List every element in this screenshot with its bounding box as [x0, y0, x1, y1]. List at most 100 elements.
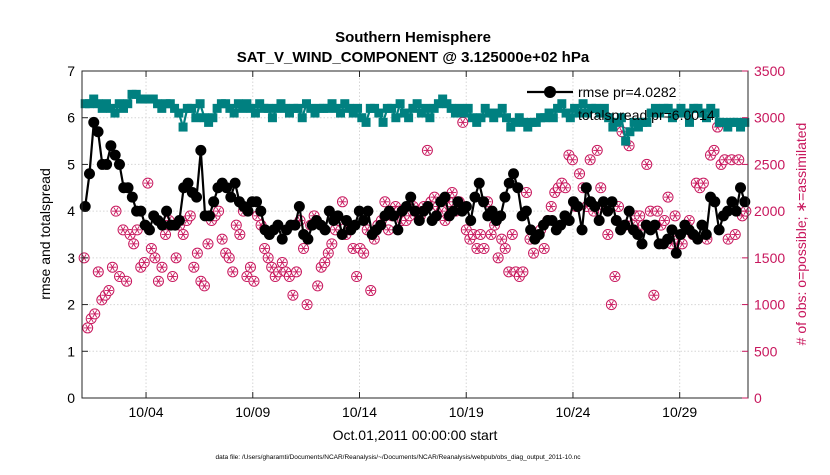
- obs-asterisk: [725, 235, 731, 243]
- obs-asterisk: [325, 249, 331, 257]
- obs-point: [496, 233, 508, 245]
- rmse-point: [83, 168, 95, 180]
- obs-asterisk: [350, 244, 356, 253]
- obs-point: [82, 322, 94, 334]
- rmse-point: [122, 182, 134, 194]
- obs-point: [216, 233, 228, 245]
- obs-asterisk: [329, 240, 335, 248]
- obs-asterisk: [163, 230, 168, 239]
- totalspread-point: [387, 103, 397, 113]
- y-axis-right-label: # of obs: o=possible; ∗=assimilated: [793, 123, 809, 346]
- obs-asterisk: [265, 254, 271, 262]
- totalspread-point: [340, 99, 350, 109]
- obs-asterisk: [570, 156, 575, 164]
- rmse-point: [422, 200, 434, 212]
- obs-point: [227, 266, 239, 278]
- obs-asterisk: [120, 226, 126, 234]
- rmse-point: [452, 196, 464, 208]
- totalspread-point: [429, 103, 439, 113]
- totalspread-point: [472, 117, 482, 127]
- obs-asterisk: [124, 277, 129, 285]
- obs-point: [708, 144, 720, 156]
- totalspread-point: [531, 117, 541, 127]
- obs-asterisk: [541, 244, 547, 253]
- obs-point: [202, 238, 214, 250]
- totalspread-point: [629, 117, 639, 127]
- y-axis-left-label: rmse and totalspread: [37, 168, 53, 300]
- totalspread-point: [246, 103, 256, 113]
- totalspread-point: [442, 99, 452, 109]
- totalspread-point: [476, 113, 486, 123]
- rmse-point: [546, 214, 558, 226]
- totalspread-point: [272, 103, 282, 113]
- obs-asterisk: [655, 207, 660, 215]
- obs-point: [149, 252, 161, 264]
- obs-point: [421, 144, 433, 156]
- totalspread-point: [250, 108, 260, 118]
- obs-asterisk: [382, 198, 388, 206]
- rmse-point: [726, 196, 738, 208]
- obs-point: [574, 168, 586, 180]
- obs-point: [230, 219, 242, 231]
- obs-asterisk: [276, 268, 282, 276]
- totalspread-point: [438, 94, 448, 104]
- totalspread-point: [412, 99, 422, 109]
- obs-asterisk: [216, 207, 221, 215]
- x-tick-label: 10/04: [129, 404, 164, 420]
- obs-point: [170, 252, 182, 264]
- obs-asterisk: [117, 272, 122, 281]
- rmse-point: [392, 224, 404, 236]
- totalspread-point: [263, 103, 273, 113]
- obs-asterisk: [251, 277, 257, 285]
- obs-asterisk: [202, 282, 207, 290]
- totalspread-point: [676, 103, 686, 113]
- totalspread-point: [378, 117, 388, 127]
- rmse-point: [735, 182, 747, 194]
- totalspread-point: [331, 103, 341, 113]
- x-axis-label: Oct.01,2011 00:00:00 start: [333, 427, 498, 443]
- obs-asterisk: [191, 263, 197, 271]
- obs-point: [485, 229, 497, 240]
- obs-point: [358, 247, 370, 259]
- totalspread-point: [553, 103, 563, 113]
- obs-asterisk: [509, 230, 515, 239]
- obs-asterisk: [662, 216, 667, 225]
- obs-asterisk: [665, 193, 671, 201]
- rmse-point: [349, 219, 361, 231]
- totalspread-point: [608, 122, 618, 132]
- totalspread-point: [719, 117, 729, 127]
- rmse-point: [276, 233, 288, 245]
- totalspread-point: [642, 117, 652, 127]
- obs-point: [538, 243, 550, 255]
- obs-point: [591, 144, 603, 156]
- legend-rmse-label: rmse pr=4.0282: [578, 84, 677, 100]
- totalspread-point: [697, 108, 707, 118]
- obs-asterisk: [131, 240, 137, 248]
- obs-point: [262, 252, 274, 264]
- totalspread-point: [731, 117, 741, 127]
- totalspread-point: [391, 113, 401, 123]
- obs-point: [290, 266, 302, 278]
- y-tick-label-right: 500: [754, 343, 778, 359]
- obs-point: [138, 257, 150, 269]
- totalspread-point: [740, 117, 750, 127]
- obs-point: [106, 261, 118, 273]
- totalspread-point: [480, 103, 490, 113]
- y-tick-label-right: 3000: [754, 110, 785, 126]
- obs-point: [492, 252, 504, 264]
- obs-asterisk: [226, 254, 232, 262]
- obs-asterisk: [577, 170, 582, 178]
- y-tick-label-right: 2000: [754, 203, 785, 219]
- totalspread-point: [84, 99, 94, 109]
- rmse-point: [430, 210, 442, 222]
- legend-spread-label: totalspread pr=6.0014: [578, 107, 715, 123]
- rmse-point: [251, 196, 263, 208]
- totalspread-point: [680, 108, 690, 118]
- totalspread-point: [208, 113, 218, 123]
- rmse-point: [182, 177, 194, 189]
- obs-point: [152, 275, 164, 287]
- totalspread-point: [374, 108, 384, 118]
- obs-asterisk: [495, 254, 501, 262]
- obs-point: [602, 229, 614, 240]
- obs-asterisk: [286, 272, 292, 281]
